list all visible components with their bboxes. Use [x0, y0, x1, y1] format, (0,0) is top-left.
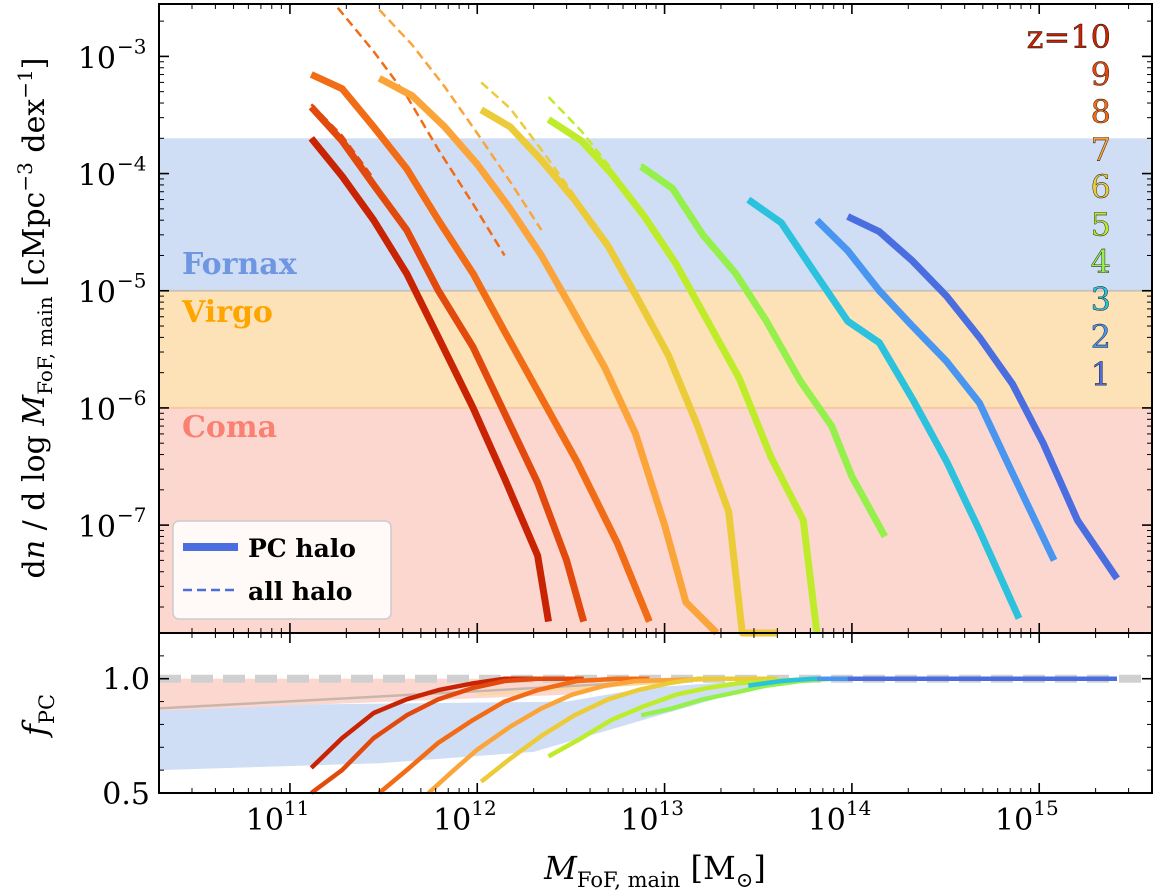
y-tick-label-exp: −7	[117, 503, 146, 527]
redshift-label: 7	[1091, 131, 1111, 169]
band-fornax	[159, 138, 1152, 291]
pc-halo-line	[846, 213, 1120, 581]
redshift-label: z=10	[1027, 18, 1111, 56]
x-tick-label-exp: 11	[284, 796, 309, 820]
x-tick-label-exp: 14	[846, 796, 871, 820]
pc-halo-line	[377, 75, 720, 636]
x-tick-label-exp: 12	[471, 796, 496, 820]
fpc-axis-label: fPC	[16, 694, 59, 738]
axis-ticks	[158, 4, 1153, 794]
redshift-label: 5	[1091, 206, 1111, 244]
y-tick-label: 0.5	[102, 777, 150, 812]
x-tick-label: 10	[808, 803, 846, 838]
legend: PC halo all halo	[172, 520, 392, 620]
fpc-line	[479, 676, 778, 784]
redshift-label: 1	[1091, 356, 1111, 394]
pc-halo-line	[309, 71, 653, 623]
redshift-label: 2	[1091, 318, 1111, 356]
all-halo-line	[547, 96, 613, 170]
bottom-panel-frame	[158, 632, 1153, 794]
axes-frames	[158, 3, 1153, 794]
y-tick-label: 10	[78, 510, 116, 545]
all-halo-line	[480, 81, 576, 197]
y-tick-label: 10	[78, 41, 116, 76]
band-virgo	[159, 290, 1152, 408]
band-label-fornax: Fornax	[182, 247, 298, 282]
pc-halo-line	[308, 136, 552, 623]
legend-pc-label: PC halo	[248, 534, 356, 563]
pc-halo-line	[546, 116, 821, 634]
y-tick-label-exp: −6	[117, 386, 146, 410]
x-axis-label: MFoF, main [M⊙]	[543, 849, 766, 891]
y-tick-label: 1.0	[102, 663, 150, 698]
bottom-series-lines	[309, 676, 1117, 795]
redshift-label: 6	[1091, 168, 1111, 206]
x-tick-label-exp: 15	[1033, 796, 1058, 820]
all-halo-line	[336, 7, 506, 257]
redshift-label: 4	[1091, 243, 1111, 281]
pc-halo-line	[308, 104, 588, 623]
fpc-line	[427, 676, 717, 795]
y-axis-label: dn / d log MFoF, main [cMpc−3 dex−1]	[13, 58, 57, 579]
x-tick-label-exp: 13	[659, 796, 684, 820]
x-tick-label: 10	[433, 803, 471, 838]
redshift-label: 9	[1091, 56, 1111, 94]
redshift-label: 8	[1091, 93, 1111, 131]
y-tick-label: 10	[78, 393, 116, 428]
all-halo-line	[378, 8, 543, 231]
band-label-virgo: Virgo	[181, 295, 273, 330]
pc-halo-line	[639, 163, 888, 539]
y-tick-label: 10	[78, 276, 116, 311]
pc-halo-line	[814, 217, 1058, 562]
fpc-line	[309, 676, 584, 795]
top-series-lines	[308, 7, 1120, 637]
x-tick-label: 10	[995, 803, 1033, 838]
band-label-coma: Coma	[182, 410, 277, 445]
y-tick-label: 10	[78, 159, 116, 194]
pc-halo-line	[479, 106, 778, 637]
fpc-line	[377, 676, 650, 795]
x-tick-label: 10	[246, 803, 284, 838]
redshift-label: 3	[1091, 281, 1111, 319]
fpc-line	[309, 676, 549, 770]
pc-halo-line	[746, 196, 1023, 620]
y-tick-label-exp: −5	[117, 269, 146, 293]
legend-all-label: all halo	[248, 577, 352, 606]
y-tick-label-exp: −4	[117, 152, 146, 176]
y-tick-label-exp: −3	[117, 34, 146, 58]
bottom-bands	[158, 674, 1152, 771]
x-tick-label: 10	[620, 803, 658, 838]
